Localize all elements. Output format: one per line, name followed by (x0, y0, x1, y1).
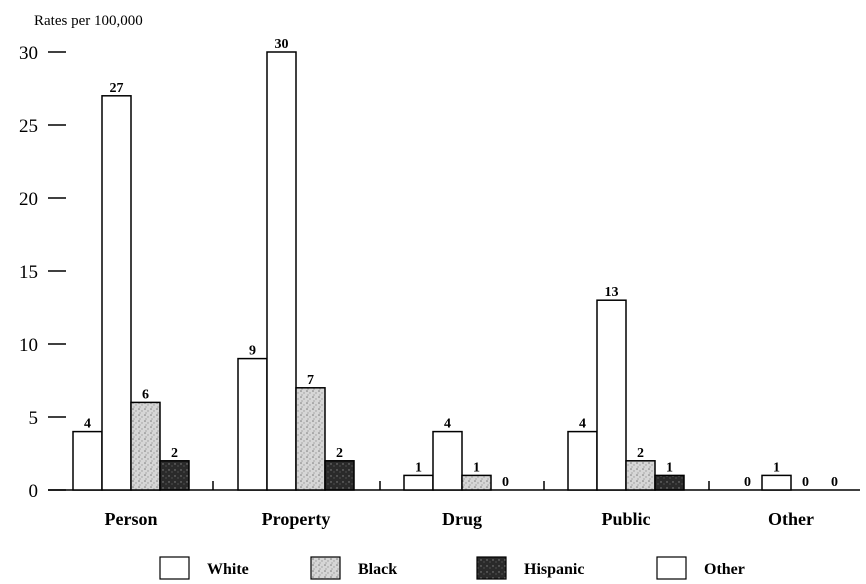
y-tick-label: 0 (29, 481, 39, 502)
category-labels: Person Property Drug Public Other (105, 509, 815, 529)
legend-label-white: White (207, 561, 249, 578)
data-label: 13 (605, 285, 619, 300)
data-label: 0 (744, 475, 751, 490)
data-label: 2 (637, 446, 644, 461)
bar-hispanic (324, 460, 355, 491)
data-label: 2 (171, 446, 178, 461)
bar-black (130, 401, 161, 491)
bar-white (237, 357, 268, 491)
bar-other (596, 299, 627, 491)
legend-swatch-hispanic (476, 556, 507, 580)
bar-hispanic (159, 460, 190, 491)
legend-swatch-white (159, 556, 190, 580)
data-label: 1 (773, 460, 780, 475)
data-label: 7 (307, 373, 314, 388)
data-label: 0 (502, 475, 509, 490)
data-label: 2 (336, 446, 343, 461)
legend-swatch-black (310, 556, 341, 580)
y-tick-label: 30 (19, 43, 38, 64)
bar-black (461, 474, 492, 491)
bar-hispanic (654, 474, 685, 491)
bar-other (761, 474, 792, 491)
bar-black (625, 460, 656, 491)
y-tick-label: 15 (19, 262, 38, 283)
bar-other (101, 95, 132, 491)
data-label: 1 (666, 460, 673, 475)
data-label: 1 (415, 460, 422, 475)
bar-white (72, 430, 103, 491)
y-tick-label: 5 (29, 408, 39, 429)
data-label: 9 (249, 344, 256, 359)
data-label: 27 (110, 81, 124, 96)
legend-label-black: Black (358, 561, 397, 578)
category-label: Property (262, 509, 331, 529)
y-tick-label: 25 (19, 116, 38, 137)
data-label: 0 (831, 475, 838, 490)
data-label: 6 (142, 387, 149, 402)
legend-swatch-other (656, 556, 687, 580)
data-label: 4 (444, 417, 451, 432)
bar-white (567, 430, 598, 491)
category-label: Other (768, 509, 814, 529)
legend: White Black Hispanic Other (159, 556, 745, 580)
y-axis-label: Rates per 100,000 (34, 13, 143, 29)
data-label: 0 (802, 475, 809, 490)
data-label: 4 (579, 417, 586, 432)
y-tick-label: 20 (19, 189, 38, 210)
category-label: Public (601, 509, 650, 529)
y-tick-label: 10 (19, 335, 38, 356)
bar-black (295, 387, 326, 491)
legend-label-other: Other (704, 561, 745, 578)
data-label: 1 (473, 460, 480, 475)
bar-other (432, 430, 463, 491)
bar-other (266, 51, 297, 491)
legend-label-hispanic: Hispanic (524, 561, 584, 578)
bar-white (403, 474, 434, 491)
category-label: Drug (442, 509, 482, 529)
data-label: 4 (84, 417, 91, 432)
data-label: 30 (275, 37, 289, 52)
category-label: Person (105, 509, 158, 529)
y-axis-ticks: 0 5 10 15 20 25 30 (19, 43, 66, 502)
